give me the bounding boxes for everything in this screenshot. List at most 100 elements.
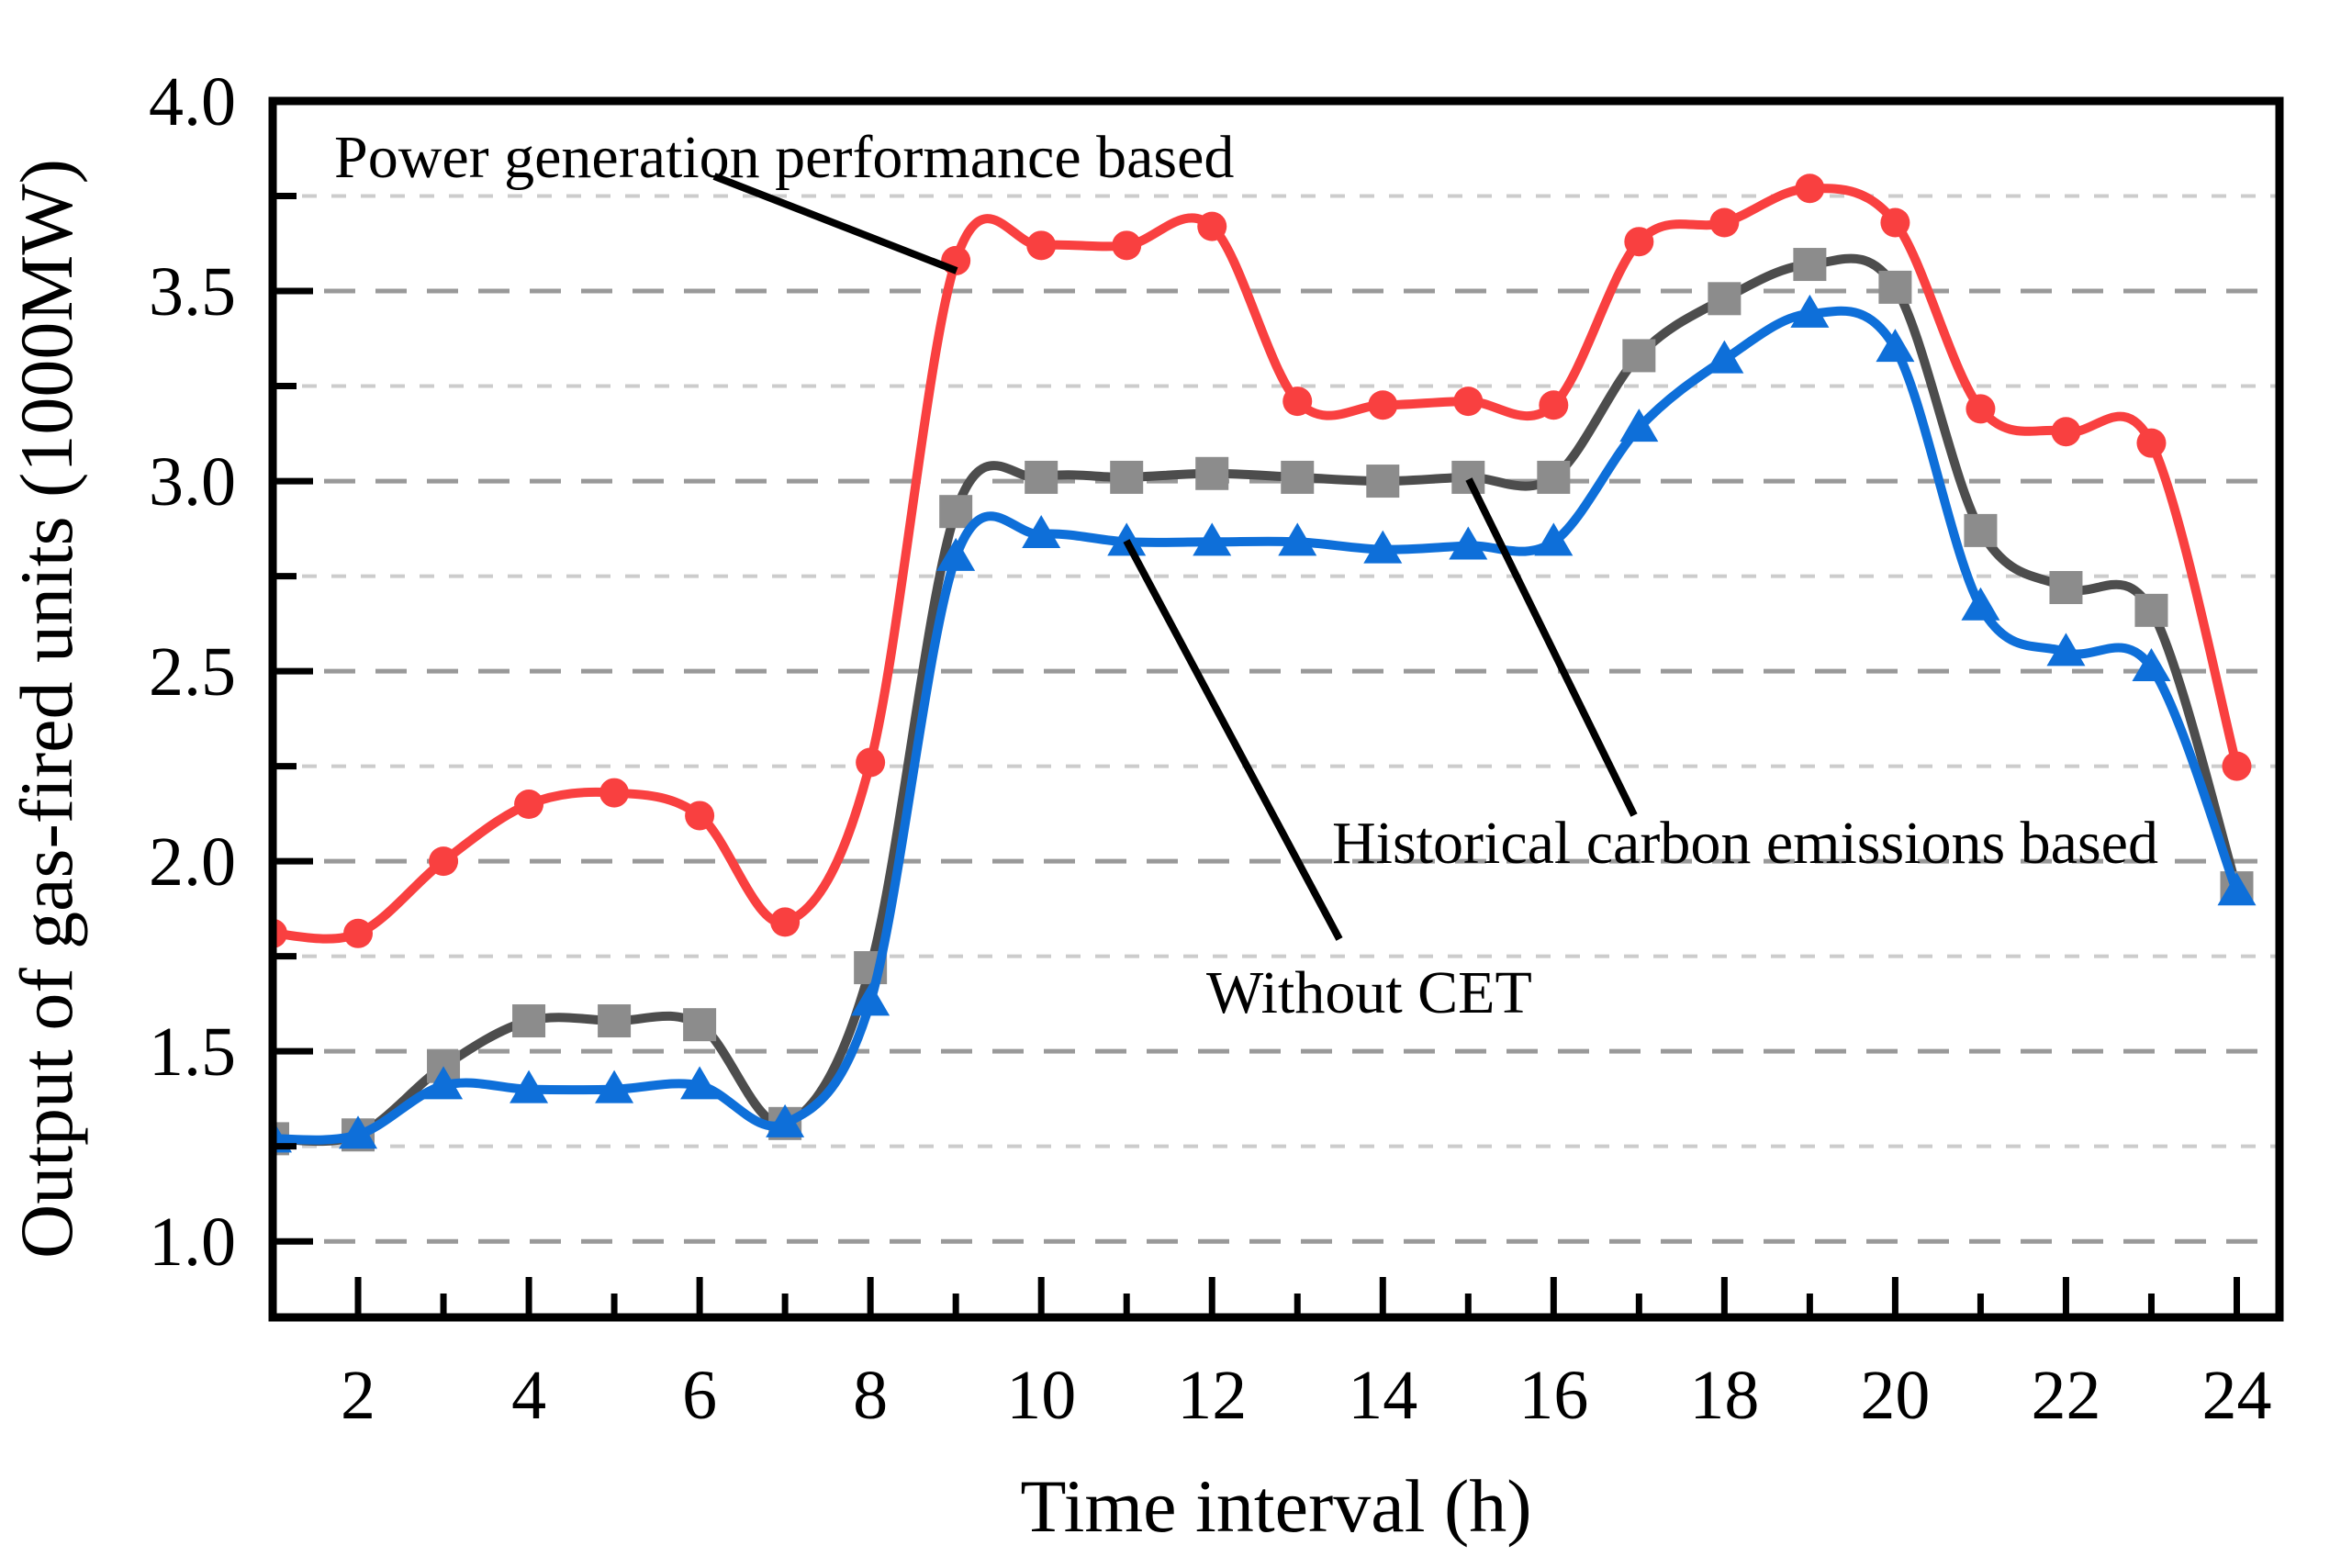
series-line bbox=[273, 184, 2242, 944]
triangle-marker bbox=[1534, 522, 1574, 556]
x-tick-label: 4 bbox=[511, 1357, 546, 1434]
x-tick-label: 12 bbox=[1177, 1357, 1247, 1434]
triangle-marker bbox=[1705, 340, 1744, 374]
triangle-marker bbox=[936, 537, 976, 571]
circle-marker bbox=[2136, 428, 2167, 458]
square-marker bbox=[2049, 571, 2083, 604]
series-square bbox=[273, 248, 2254, 1156]
x-tick-label: 24 bbox=[2201, 1357, 2271, 1434]
annotations: Power generation performance based Histo… bbox=[334, 124, 2158, 1026]
axis-ticks bbox=[276, 97, 2240, 1314]
x-tick-label: 10 bbox=[1006, 1357, 1076, 1434]
square-marker bbox=[1964, 513, 1998, 547]
square-marker bbox=[683, 1008, 717, 1042]
triangle-marker bbox=[1876, 329, 1915, 363]
y-tick-label: 2.5 bbox=[149, 633, 236, 711]
circle-marker bbox=[685, 801, 715, 831]
circle-marker bbox=[2051, 417, 2081, 447]
annotation-without-cet: Without CET bbox=[1206, 959, 1532, 1026]
circle-marker bbox=[1795, 174, 1825, 204]
y-axis-title: Output of gas-fired units (1000MW) bbox=[5, 159, 88, 1259]
circle-marker bbox=[856, 747, 886, 778]
series-line bbox=[273, 306, 2242, 1145]
circle-marker bbox=[1624, 227, 1654, 257]
x-tick-label: 18 bbox=[1689, 1357, 1759, 1434]
square-marker bbox=[939, 495, 973, 529]
triangle-marker bbox=[680, 1066, 720, 1100]
y-tick-label: 4.0 bbox=[149, 63, 236, 140]
annotation-leader-line bbox=[1465, 477, 1638, 817]
triangle-marker bbox=[851, 982, 890, 1016]
square-marker bbox=[1708, 282, 1742, 316]
y-tick-label: 1.5 bbox=[149, 1014, 236, 1091]
square-marker bbox=[1793, 248, 1827, 282]
circle-marker bbox=[1197, 211, 1227, 241]
triangle-marker bbox=[2046, 633, 2086, 666]
y-tick-label: 2.0 bbox=[149, 823, 236, 901]
annotation-historical-carbon: Historical carbon emissions based bbox=[1332, 810, 2158, 877]
triangle-marker bbox=[595, 1070, 634, 1103]
x-tick-label: 14 bbox=[1348, 1357, 1417, 1434]
x-tick-label: 20 bbox=[1860, 1357, 1930, 1434]
circle-marker bbox=[1880, 207, 1910, 238]
series-circle bbox=[273, 174, 2252, 948]
triangle-marker bbox=[1022, 515, 1061, 549]
square-marker bbox=[1025, 460, 1058, 494]
circle-marker bbox=[770, 907, 801, 937]
circle-marker bbox=[599, 778, 630, 808]
y-tick-label: 3.5 bbox=[149, 253, 236, 330]
square-marker bbox=[2134, 593, 2168, 627]
circle-marker bbox=[514, 790, 544, 820]
circle-marker bbox=[1282, 386, 1313, 417]
triangle-marker bbox=[1363, 530, 1403, 564]
circle-marker bbox=[2222, 751, 2252, 781]
x-tick-label: 2 bbox=[341, 1357, 375, 1434]
triangle-marker bbox=[510, 1070, 549, 1103]
gridlines bbox=[273, 194, 2279, 1244]
square-marker bbox=[1537, 460, 1571, 494]
series-line bbox=[273, 253, 2242, 1147]
triangle-marker bbox=[2132, 647, 2171, 681]
x-axis-title: Time interval (h) bbox=[1020, 1464, 1531, 1548]
annotation-power-generation: Power generation performance based bbox=[334, 124, 1234, 191]
square-marker bbox=[1622, 339, 1656, 373]
circle-marker bbox=[343, 918, 374, 948]
x-tick-label: 22 bbox=[2031, 1357, 2100, 1434]
triangle-marker bbox=[1619, 409, 1659, 442]
circle-marker bbox=[1112, 230, 1142, 261]
x-tick-label: 6 bbox=[682, 1357, 717, 1434]
square-marker bbox=[598, 1004, 632, 1038]
circle-marker bbox=[1026, 230, 1057, 261]
triangle-marker bbox=[1449, 526, 1488, 560]
square-marker bbox=[1878, 270, 1912, 304]
square-marker bbox=[1366, 465, 1400, 498]
circle-marker bbox=[1368, 390, 1398, 420]
series-triangle bbox=[273, 294, 2257, 1153]
square-marker bbox=[512, 1004, 546, 1038]
square-marker bbox=[1195, 456, 1229, 490]
triangle-marker bbox=[339, 1115, 378, 1149]
circle-marker bbox=[1539, 390, 1569, 420]
triangle-marker bbox=[2217, 872, 2257, 906]
triangle-marker bbox=[1961, 587, 2000, 621]
triangle-marker bbox=[766, 1103, 805, 1137]
triangle-marker bbox=[1107, 522, 1147, 556]
annotation-leader-line bbox=[1123, 539, 1343, 941]
x-tick-label: 16 bbox=[1518, 1357, 1588, 1434]
y-tick-label: 3.0 bbox=[149, 443, 236, 521]
circle-marker bbox=[1966, 394, 1996, 424]
square-marker bbox=[1451, 460, 1485, 494]
plot-frame bbox=[268, 96, 2284, 1322]
x-tick-label: 8 bbox=[853, 1357, 888, 1434]
square-marker bbox=[1110, 460, 1144, 494]
triangle-marker bbox=[424, 1066, 464, 1100]
annotation-leader-line bbox=[712, 173, 958, 274]
triangle-marker bbox=[1278, 522, 1317, 556]
triangle-marker bbox=[1193, 522, 1232, 556]
data-series bbox=[273, 174, 2257, 1156]
circle-marker bbox=[1453, 386, 1484, 417]
square-marker bbox=[1281, 460, 1315, 494]
